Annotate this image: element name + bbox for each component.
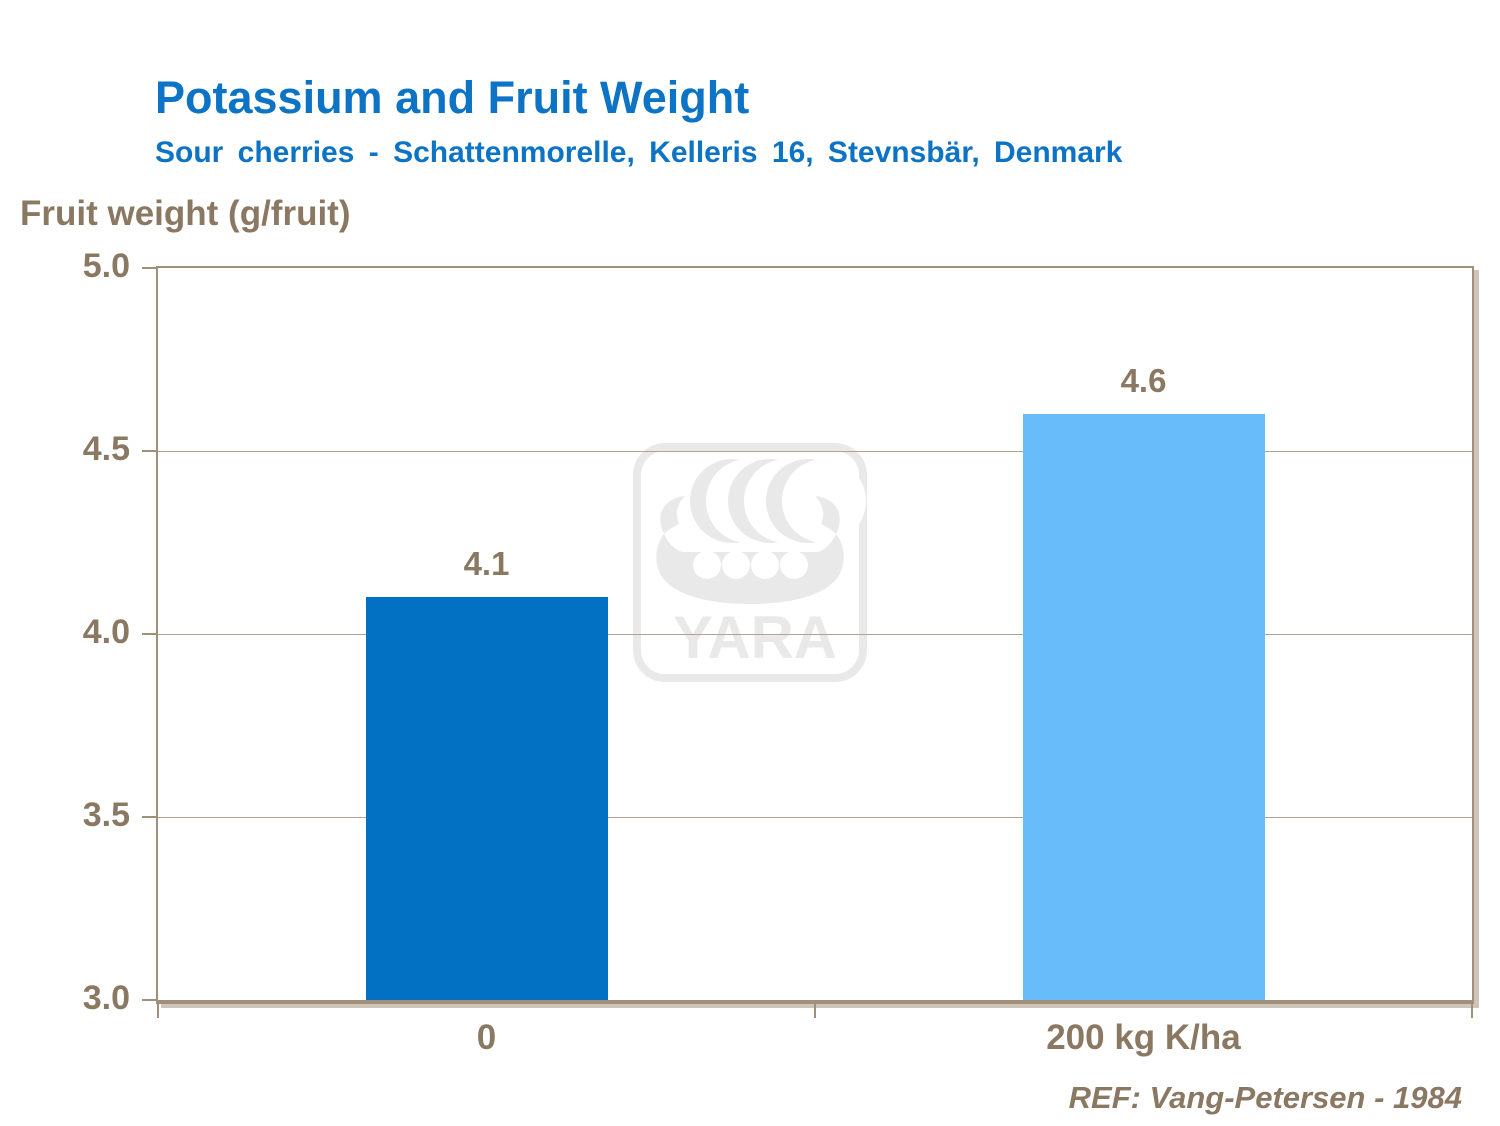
page-subtitle: Sour cherries - Schattenmorelle, Kelleri… [155, 136, 1123, 169]
gridline [158, 633, 1472, 635]
y-tick-label: 5.0 [82, 246, 130, 285]
x-tick-mark [157, 1004, 159, 1018]
bar [1022, 414, 1265, 1000]
y-tick-mark [142, 450, 158, 452]
y-tick-label: 3.0 [82, 978, 130, 1017]
y-axis-title: Fruit weight (g/fruit) [20, 194, 351, 233]
plot-area: YARA [156, 266, 1474, 1004]
x-category-label: 0 [476, 1018, 497, 1057]
y-tick-mark [142, 999, 158, 1001]
x-tick-mark [814, 1004, 816, 1018]
bar-value-label: 4.6 [1120, 362, 1167, 400]
y-tick-label: 4.5 [82, 429, 130, 468]
y-tick-label: 4.0 [82, 612, 130, 651]
gridline [158, 450, 1472, 452]
y-tick-mark [142, 267, 158, 269]
y-tick-label: 3.5 [82, 795, 130, 834]
gridline [158, 816, 1472, 818]
reference-text: REF: Vang-Petersen - 1984 [1068, 1080, 1462, 1115]
x-category-label: 200 kg K/ha [1046, 1018, 1241, 1057]
bar [365, 597, 608, 1000]
bar-value-label: 4.1 [463, 545, 510, 583]
yara-watermark-text: YARA [673, 604, 837, 671]
yara-logo-watermark-icon: YARA [633, 443, 867, 682]
y-tick-mark [142, 633, 158, 635]
y-tick-mark [142, 816, 158, 818]
page-title: Potassium and Fruit Weight [155, 72, 750, 123]
x-tick-mark [1471, 1004, 1473, 1018]
